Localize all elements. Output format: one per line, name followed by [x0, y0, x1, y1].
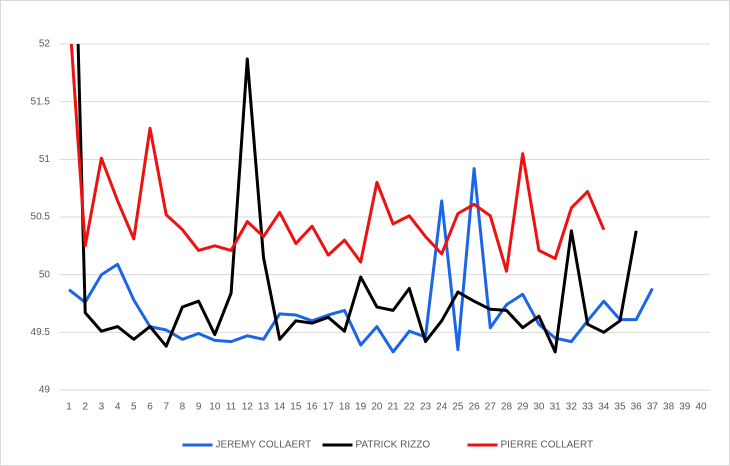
x-tick-label: 8 [180, 402, 186, 413]
x-tick-label: 1 [66, 402, 72, 413]
x-tick-label: 4 [115, 402, 121, 413]
x-tick-label: 28 [501, 402, 513, 413]
x-tick-label: 25 [452, 402, 464, 413]
y-tick-label: 49 [39, 385, 51, 396]
x-tick-label: 30 [533, 402, 545, 413]
x-tick-label: 33 [582, 402, 594, 413]
x-tick-label: 11 [226, 402, 237, 413]
y-tick-label: 50.5 [31, 212, 51, 223]
x-tick-label: 15 [290, 402, 302, 413]
legend-label: PATRICK RIZZO [356, 440, 431, 451]
x-tick-label: 40 [695, 402, 707, 413]
y-tick-label: 52 [39, 39, 51, 50]
x-tick-label: 37 [647, 402, 659, 413]
x-tick-label: 14 [274, 402, 286, 413]
x-tick-label: 23 [420, 402, 432, 413]
x-tick-label: 29 [517, 402, 529, 413]
x-tick-label: 19 [355, 402, 367, 413]
x-tick-label: 5 [131, 402, 137, 413]
legend-label: JEREMY COLLAERT [216, 440, 312, 451]
x-tick-label: 12 [242, 402, 254, 413]
x-tick-label: 21 [388, 402, 400, 413]
x-tick-label: 32 [566, 402, 578, 413]
x-tick-label: 26 [469, 402, 481, 413]
x-tick-label: 10 [209, 402, 221, 413]
x-tick-label: 9 [196, 402, 202, 413]
x-tick-label: 3 [99, 402, 105, 413]
x-tick-label: 2 [82, 402, 88, 413]
series-line [68, 167, 654, 354]
legend-label: PIERRE COLLAERT [501, 440, 594, 451]
y-tick-label: 49.5 [31, 327, 51, 338]
x-tick-label: 38 [663, 402, 675, 413]
x-tick-label: 36 [631, 402, 643, 413]
x-tick-label: 13 [258, 402, 270, 413]
y-tick-label: 50 [39, 269, 51, 280]
series-line [76, 44, 638, 354]
x-tick-label: 34 [598, 402, 610, 413]
x-tick-label: 18 [339, 402, 351, 413]
x-tick-label: 27 [485, 402, 497, 413]
x-tick-label: 7 [163, 402, 169, 413]
x-tick-label: 39 [679, 402, 691, 413]
y-tick-label: 51.5 [31, 96, 51, 107]
x-tick-label: 16 [307, 402, 319, 413]
x-tick-label: 24 [436, 402, 448, 413]
x-tick-label: 6 [147, 402, 153, 413]
x-tick-label: 35 [614, 402, 626, 413]
y-tick-label: 51 [39, 154, 51, 165]
x-tick-label: 17 [323, 402, 335, 413]
series-line [69, 44, 606, 273]
x-tick-label: 31 [550, 402, 562, 413]
x-tick-label: 20 [371, 402, 383, 413]
x-tick-label: 22 [404, 402, 416, 413]
